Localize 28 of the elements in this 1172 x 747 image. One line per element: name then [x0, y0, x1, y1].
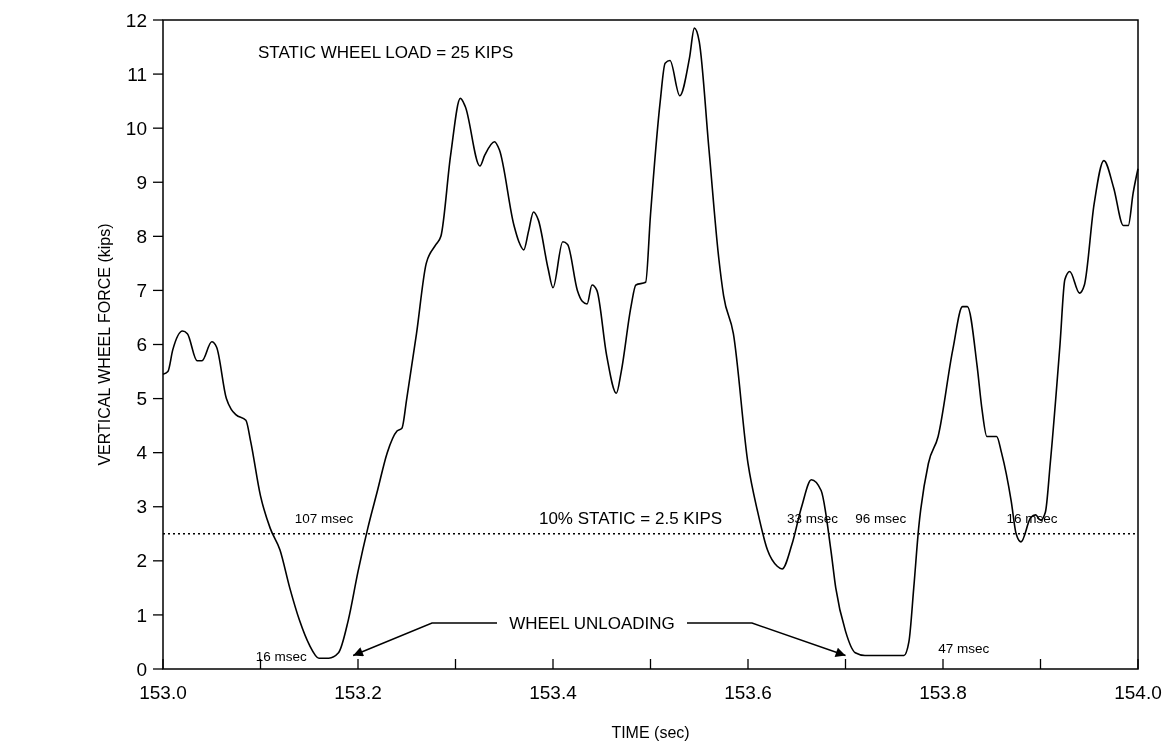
x-axis-title: TIME (sec): [611, 724, 690, 741]
y-tick-label: 7: [136, 280, 147, 302]
y-tick-label: 4: [136, 442, 148, 464]
y-axis-title: VERTICAL WHEEL FORCE (kips): [96, 223, 113, 466]
x-tick-label: 153.4: [529, 682, 578, 703]
annotation: WHEEL UNLOADING: [509, 613, 675, 633]
annotation: 47 msec: [938, 640, 990, 656]
x-tick-label: 154.0: [1114, 682, 1162, 703]
annotation: 16 msec: [255, 648, 307, 664]
y-tick-label: 1: [136, 604, 147, 626]
y-tick-label: 3: [136, 496, 147, 518]
y-tick-label: 8: [136, 225, 147, 247]
x-tick-label: 153.0: [139, 682, 187, 703]
y-tick-label: 6: [136, 334, 147, 356]
y-tick-label: 12: [125, 9, 147, 31]
y-tick-label: 10: [125, 117, 147, 139]
y-tick-label: 9: [136, 171, 147, 193]
x-tick-label: 153.8: [919, 682, 967, 703]
x-tick-label: 153.6: [724, 682, 772, 703]
y-tick-label: 2: [136, 550, 147, 572]
annotation: STATIC WHEEL LOAD = 25 KIPS: [258, 43, 514, 62]
ref-line-label: 10% STATIC = 2.5 KIPS: [538, 508, 723, 528]
annotation: 107 msec: [294, 510, 354, 526]
y-tick-label: 11: [127, 63, 147, 85]
annotation: 96 msec: [855, 510, 907, 526]
y-tick-label: 0: [136, 658, 147, 680]
y-tick-label: 5: [136, 388, 147, 410]
x-tick-label: 153.2: [334, 682, 382, 703]
